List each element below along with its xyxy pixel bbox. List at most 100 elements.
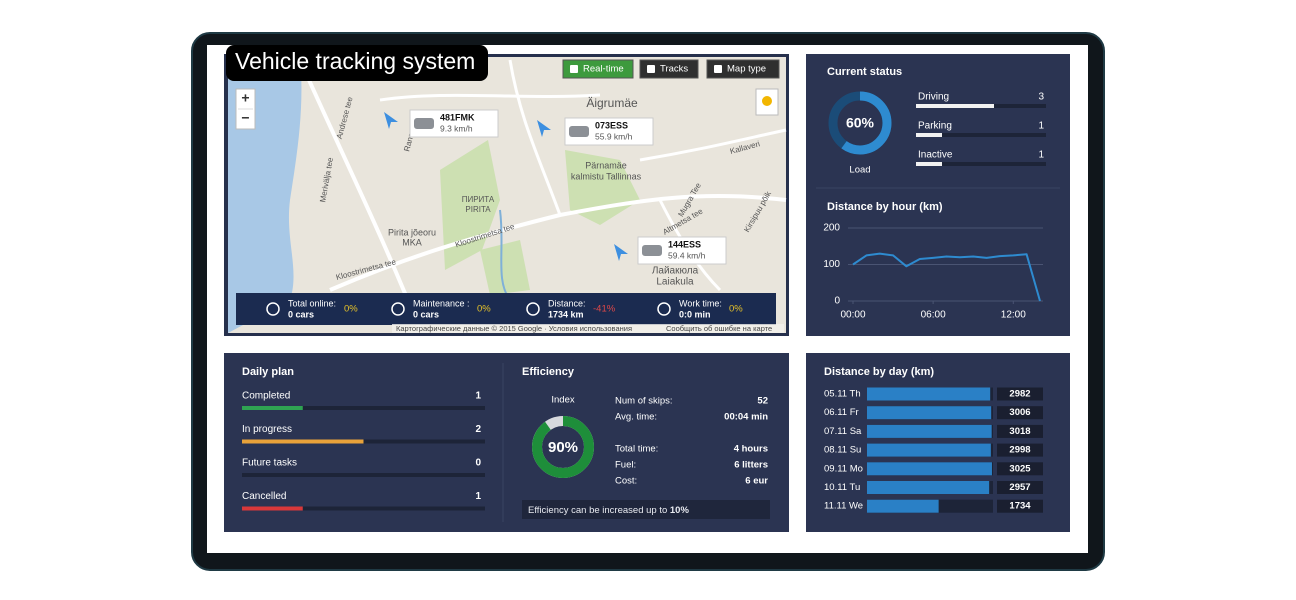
bar	[867, 406, 992, 420]
bar	[867, 387, 991, 401]
map	[228, 57, 787, 333]
plan-track	[242, 473, 485, 477]
stat-label: Avg. time:	[615, 412, 657, 423]
summary-label: Maintenance :	[413, 298, 470, 308]
plan-count: 1	[475, 491, 481, 502]
stat-label: Fuel:	[615, 460, 636, 471]
attribution-bg	[392, 324, 784, 333]
map-button-label: Tracks	[660, 64, 688, 75]
vehicle-icon	[569, 126, 589, 137]
value-box	[997, 406, 1043, 420]
status-bar	[916, 104, 994, 108]
vehicle-plate: 481FMK	[440, 112, 475, 122]
status-track	[916, 162, 1046, 166]
plan-bar	[242, 406, 303, 410]
vehicle-speed: 59.4 km/h	[668, 250, 706, 260]
map-button[interactable]	[562, 59, 634, 79]
map-button[interactable]	[706, 59, 780, 79]
value-box	[997, 499, 1043, 513]
map-summary-bar	[236, 293, 776, 325]
data-label: 2957	[1009, 482, 1030, 493]
plan-name: Cancelled	[242, 491, 286, 502]
status-name: Driving	[918, 92, 949, 103]
summary-icon	[526, 302, 540, 316]
map-button-label: Real-time	[583, 64, 624, 75]
x-tick-label: 12:00	[1001, 310, 1026, 321]
summary-label: Distance:	[548, 298, 586, 308]
y-tick-label: 0	[834, 296, 840, 307]
map-place-label: MKA	[402, 237, 422, 247]
plan-count: 2	[475, 424, 481, 435]
map-place-label: Лайакюла	[652, 266, 699, 277]
title-badge	[226, 45, 488, 81]
stat-value: 6 litters	[734, 460, 768, 471]
y-tick-label: 200	[823, 223, 840, 234]
stat-label: Total time:	[615, 444, 658, 455]
data-label: 3018	[1009, 426, 1030, 437]
map-place-label: Pärnamäe	[585, 160, 627, 170]
stat-label: Cost:	[615, 476, 637, 487]
plan-count: 0	[475, 458, 481, 469]
button-icon	[647, 65, 655, 73]
bar	[867, 462, 992, 476]
road	[639, 128, 787, 162]
bar	[867, 481, 990, 494]
vehicle-icon	[642, 245, 662, 256]
map-place-label: ПИРИТА	[462, 195, 495, 204]
panel-title: Current status	[827, 66, 902, 78]
value-box	[997, 387, 1043, 401]
panel-title: Efficiency	[522, 366, 575, 378]
road	[508, 59, 562, 216]
bar	[867, 424, 992, 438]
line-series	[852, 252, 1041, 302]
summary-label: Total online:	[288, 298, 336, 308]
donut-label: 90%	[548, 439, 578, 456]
status-bar	[916, 162, 942, 166]
button-icon	[714, 65, 722, 73]
stat-value: 00:04 min	[724, 412, 768, 423]
summary-value: 0 cars	[413, 309, 439, 319]
app-title: Vehicle tracking system	[235, 48, 475, 74]
bar	[867, 443, 991, 457]
data-label: 3006	[1009, 407, 1030, 418]
park	[440, 140, 500, 270]
bar	[867, 499, 939, 513]
summary-label: Work time:	[679, 298, 722, 308]
summary-change: 0%	[344, 304, 358, 315]
plan-name: In progress	[242, 424, 292, 435]
plan-track	[242, 406, 485, 410]
value-box	[997, 462, 1043, 476]
vehicle-speed: 55.9 km/h	[595, 131, 633, 141]
status-track	[916, 133, 1046, 137]
vehicle-arrow	[384, 112, 398, 129]
summary-value: 0:0 min	[679, 309, 711, 319]
zoom-button[interactable]: +	[241, 90, 249, 106]
stat-value: 52	[757, 396, 768, 407]
map-button[interactable]	[639, 59, 699, 79]
stat-label: Num of skips:	[615, 396, 673, 407]
y-tick-label: 10.11 Tu	[824, 482, 860, 493]
data-label: 2982	[1009, 389, 1030, 400]
donut-arc	[532, 416, 594, 478]
summary-icon	[657, 302, 671, 316]
x-tick-label: 00:00	[840, 310, 865, 321]
summary-change: 0%	[477, 304, 491, 315]
stat-value: 4 hours	[734, 444, 768, 455]
note-text: Efficiency can be increased up to	[528, 505, 670, 516]
donut-arc	[828, 91, 892, 155]
summary-icon	[391, 302, 405, 316]
donut-caption: Load	[849, 165, 870, 176]
map-attribution: Картографические данные © 2015 Google · …	[396, 324, 632, 333]
vehicle-plate: 144ESS	[668, 239, 701, 249]
status-name: Parking	[918, 121, 952, 132]
donut-label: 60%	[846, 115, 875, 131]
plan-bar	[242, 439, 364, 444]
y-tick-label: 08.11 Su	[824, 445, 861, 456]
plan-name: Future tasks	[242, 458, 297, 469]
value-box	[997, 443, 1043, 457]
plan-bar	[242, 506, 303, 511]
data-label: 2998	[1009, 445, 1030, 456]
zoom-button[interactable]: −	[241, 110, 249, 126]
vehicle-arrow	[537, 120, 551, 137]
efficiency-note: Efficiency can be increased up to 10%	[528, 505, 689, 516]
